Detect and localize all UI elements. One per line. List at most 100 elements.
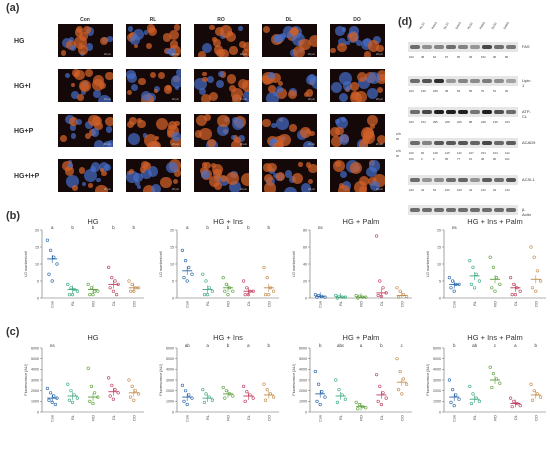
x-tick-label: DL bbox=[112, 301, 116, 306]
y-tick-label: 20 bbox=[303, 279, 307, 283]
densitometry-value: 0 bbox=[421, 157, 423, 161]
x-tick-label: DO bbox=[534, 301, 538, 307]
data-point bbox=[272, 395, 276, 399]
x-tick-label: Con bbox=[453, 301, 457, 308]
y-tick-label: 10 bbox=[437, 262, 441, 266]
data-point bbox=[47, 272, 51, 276]
data-point bbox=[498, 282, 502, 287]
densitometry-value: 139 bbox=[493, 120, 498, 124]
blot-band bbox=[458, 79, 468, 83]
data-point bbox=[532, 389, 536, 393]
data-point bbox=[454, 393, 458, 397]
micrograph-tile: 20 µm bbox=[126, 114, 181, 147]
scale-bar-label: 20 µm bbox=[376, 98, 383, 101]
densitometry-values: 100 48 62 97 65 39 152 96 80 bbox=[409, 55, 517, 59]
data-point bbox=[375, 373, 379, 377]
data-point bbox=[182, 399, 186, 403]
scale-bar-label: 20 µm bbox=[240, 53, 247, 56]
data-point bbox=[469, 401, 474, 406]
row-header-1: HG+I bbox=[14, 83, 31, 90]
x-tick-label: RO bbox=[92, 301, 96, 307]
densitometry-value: 39 bbox=[469, 55, 473, 59]
data-point bbox=[202, 400, 206, 405]
data-point bbox=[69, 286, 73, 290]
data-point bbox=[488, 365, 492, 369]
y-tick-label: 0 bbox=[37, 296, 39, 300]
data-point bbox=[452, 404, 456, 408]
x-tick-label: RL bbox=[71, 301, 75, 306]
column-header-1: RL bbox=[149, 17, 157, 23]
significance-letter: a bbox=[206, 343, 209, 348]
y-tick-label: 5 bbox=[172, 279, 174, 283]
data-point bbox=[127, 378, 131, 382]
densitometry-value: 55 bbox=[469, 89, 473, 93]
densitometry-value: 132 bbox=[457, 151, 462, 155]
significance-letter: b bbox=[112, 225, 115, 230]
y-tick-label: 2000 bbox=[166, 389, 174, 393]
data-point bbox=[201, 272, 205, 276]
data-point bbox=[529, 245, 533, 249]
x-tick-label: Con bbox=[319, 301, 323, 308]
scale-bar-label: 20 µm bbox=[308, 143, 315, 146]
micrograph-tile: 20 µm bbox=[194, 24, 249, 57]
data-point bbox=[204, 279, 208, 283]
data-point bbox=[272, 289, 276, 293]
y-tick-label: 1000 bbox=[433, 400, 441, 404]
densitometry-value: 48 bbox=[481, 157, 485, 161]
data-point bbox=[86, 282, 90, 287]
data-point bbox=[447, 378, 452, 382]
y-axis-label: Fluorescence [AU] bbox=[292, 364, 296, 395]
x-tick-label: Con bbox=[186, 415, 190, 422]
chart-title: HG + Palm bbox=[343, 333, 380, 342]
y-tick-label: 0 bbox=[305, 296, 307, 300]
blot-band bbox=[470, 141, 480, 145]
data-point bbox=[335, 400, 340, 405]
chart-title: HG + Ins bbox=[213, 217, 243, 226]
data-point bbox=[48, 248, 53, 252]
densitometry-value: 42 bbox=[469, 188, 473, 192]
densitometry-value: 76 bbox=[481, 89, 485, 93]
x-tick-label: RL bbox=[71, 415, 75, 420]
micrograph-tile: 20 µm bbox=[330, 114, 385, 147]
data-point bbox=[401, 377, 406, 381]
blot-band bbox=[410, 178, 420, 182]
data-point bbox=[114, 293, 119, 297]
y-tick-label: 15 bbox=[437, 245, 441, 249]
blot-strip bbox=[408, 42, 518, 52]
data-point bbox=[468, 384, 472, 389]
densitometry-value: 226 bbox=[457, 120, 462, 124]
data-point bbox=[132, 398, 136, 402]
data-point bbox=[471, 392, 475, 396]
y-tick-label: 1000 bbox=[166, 400, 174, 404]
data-point bbox=[110, 383, 114, 387]
blot-band bbox=[482, 208, 492, 212]
protein-label: ACAD9 bbox=[522, 140, 536, 145]
blot-band bbox=[434, 110, 444, 114]
significance-letter: a bbox=[514, 343, 517, 348]
micrograph-tile: 20 µm bbox=[262, 114, 317, 147]
data-point bbox=[495, 276, 499, 280]
x-tick-label: RO bbox=[92, 415, 96, 421]
blot-band bbox=[434, 208, 444, 212]
data-point bbox=[204, 392, 208, 396]
densitometry-value: 96 bbox=[493, 55, 497, 59]
data-point bbox=[451, 388, 455, 392]
data-point bbox=[66, 282, 70, 287]
data-point bbox=[184, 259, 188, 263]
significance-letter: b bbox=[227, 343, 230, 348]
y-tick-label: 2000 bbox=[299, 389, 307, 393]
densitometry-value: 65 bbox=[457, 55, 461, 59]
blot-band bbox=[422, 110, 432, 114]
blot-band bbox=[434, 79, 444, 83]
y-tick-label: 20 bbox=[437, 228, 441, 232]
data-point bbox=[207, 286, 211, 290]
data-point bbox=[395, 286, 399, 290]
y-tick-label: 15 bbox=[35, 245, 39, 249]
blot-band bbox=[458, 178, 468, 182]
densitometry-value: 152 bbox=[481, 55, 486, 59]
data-point bbox=[265, 388, 269, 392]
blot-band bbox=[458, 208, 468, 212]
densitometry-value: 88 bbox=[469, 120, 473, 124]
data-point bbox=[226, 293, 230, 297]
